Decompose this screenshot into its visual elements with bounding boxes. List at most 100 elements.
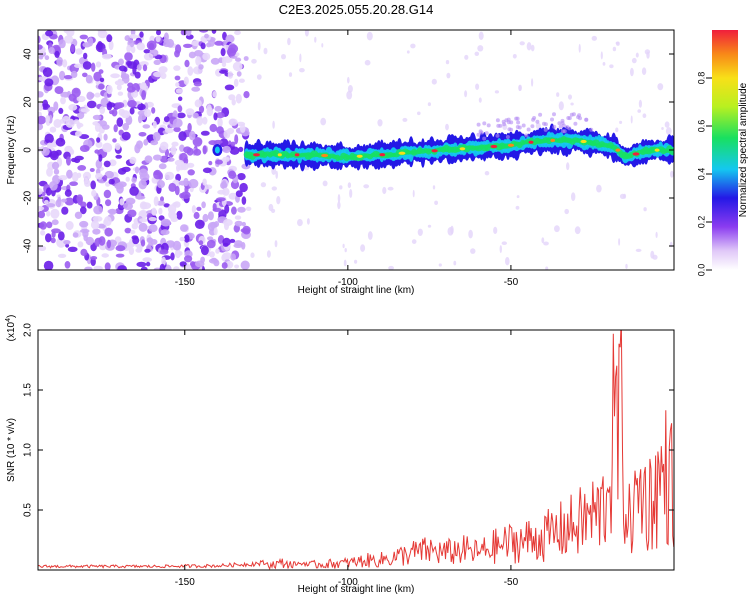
- noise-blob: [106, 84, 113, 95]
- faint-speckle: [260, 182, 267, 188]
- noise-blob: [179, 261, 187, 267]
- noise-blob: [46, 221, 53, 229]
- noise-blob: [127, 100, 137, 108]
- noise-blob: [153, 196, 159, 207]
- noise-blob: [138, 222, 148, 232]
- faint-speckle: [447, 227, 454, 236]
- noise-blob: [49, 126, 57, 133]
- ridge-halo: [558, 124, 563, 129]
- faint-speckle: [406, 50, 410, 54]
- faint-speckle: [630, 67, 634, 77]
- snr-ytick-label: 1.0: [23, 443, 34, 457]
- noise-blob: [103, 219, 108, 226]
- faint-speckle: [665, 127, 672, 136]
- noise-blob: [193, 81, 202, 87]
- noise-blob: [131, 223, 138, 230]
- noise-blob: [108, 208, 117, 215]
- noise-blob: [158, 163, 167, 170]
- noise-blob: [173, 201, 181, 208]
- noise-blob: [46, 167, 53, 177]
- isolated-blob-core: [214, 146, 220, 154]
- noise-blob: [234, 264, 240, 269]
- noise-blob: [234, 215, 242, 220]
- noise-blob: [45, 30, 54, 37]
- noise-blob: [206, 239, 216, 249]
- noise-blob: [209, 123, 218, 133]
- noise-blob: [238, 146, 244, 153]
- noise-blob: [116, 84, 122, 91]
- ridge-peak: [398, 151, 406, 155]
- faint-speckle: [516, 195, 520, 199]
- ridge-halo: [584, 117, 589, 122]
- snr-xtick-label: -50: [504, 577, 519, 588]
- ridge-halo: [507, 127, 512, 132]
- faint-speckle: [641, 67, 647, 75]
- noise-blob: [153, 59, 161, 65]
- noise-blob: [86, 100, 97, 109]
- noise-blob: [230, 253, 236, 261]
- noise-blob: [79, 34, 89, 40]
- faint-speckle: [272, 120, 275, 129]
- faint-speckle: [364, 59, 371, 66]
- noise-blob: [151, 207, 157, 216]
- noise-blob: [231, 98, 236, 106]
- noise-blob: [237, 173, 246, 181]
- noise-blob: [104, 262, 111, 270]
- noise-blob: [38, 76, 48, 82]
- noise-blob: [125, 197, 136, 205]
- noise-blob: [238, 78, 245, 83]
- noise-blob: [243, 91, 250, 99]
- noise-blob: [76, 122, 84, 128]
- noise-blob: [108, 178, 115, 185]
- ridge-halo: [573, 121, 578, 126]
- noise-blob: [99, 77, 105, 83]
- ridge-halo: [495, 118, 500, 123]
- noise-blob: [75, 48, 83, 55]
- faint-speckle: [578, 43, 581, 53]
- noise-blob: [55, 137, 66, 147]
- noise-blob: [105, 199, 112, 207]
- noise-blob: [117, 265, 127, 270]
- faint-speckle: [464, 90, 468, 98]
- noise-blob: [221, 61, 227, 67]
- noise-blob: [160, 196, 164, 202]
- ridge-halo: [543, 127, 548, 132]
- noise-blob: [136, 261, 147, 267]
- noise-blob: [234, 30, 241, 36]
- noise-blob: [126, 86, 136, 93]
- noise-blob: [39, 221, 47, 230]
- ridge-halo: [552, 124, 557, 129]
- noise-blob: [44, 199, 49, 205]
- faint-speckle: [432, 185, 436, 190]
- noise-blob: [79, 134, 90, 140]
- ridge-halo: [567, 126, 572, 131]
- noise-blob: [106, 34, 113, 43]
- noise-blob: [209, 251, 215, 258]
- noise-blob: [170, 145, 177, 156]
- colorbar: 0.0 0.2 0.4 0.6 0.8 Normalized spectral ampl…: [696, 30, 749, 276]
- noise-blob: [223, 219, 233, 226]
- noise-blob: [46, 203, 56, 208]
- noise-blob: [38, 123, 44, 131]
- faint-speckle: [322, 180, 328, 187]
- noise-blob: [215, 112, 225, 119]
- faint-speckle: [478, 97, 482, 103]
- noise-blob: [176, 164, 181, 172]
- faint-speckle: [445, 123, 449, 131]
- faint-speckle: [623, 193, 627, 199]
- spectrogram-panel: -150 -100 -50 -40 -20 0 20 40 Height of straigh…: [6, 29, 675, 296]
- faint-speckle: [388, 265, 394, 270]
- noise-blob: [127, 209, 137, 218]
- faint-speckle: [602, 62, 606, 66]
- noise-blob: [41, 146, 50, 156]
- faint-speckle: [271, 186, 277, 191]
- noise-blob: [80, 108, 90, 113]
- noise-blob: [77, 172, 82, 178]
- faint-speckle: [635, 52, 639, 58]
- faint-speckle: [484, 171, 490, 176]
- noise-blob: [174, 50, 180, 58]
- noise-blob: [80, 206, 87, 215]
- noise-blob: [221, 180, 227, 190]
- noise-blob: [178, 96, 183, 102]
- noise-blob: [139, 31, 144, 38]
